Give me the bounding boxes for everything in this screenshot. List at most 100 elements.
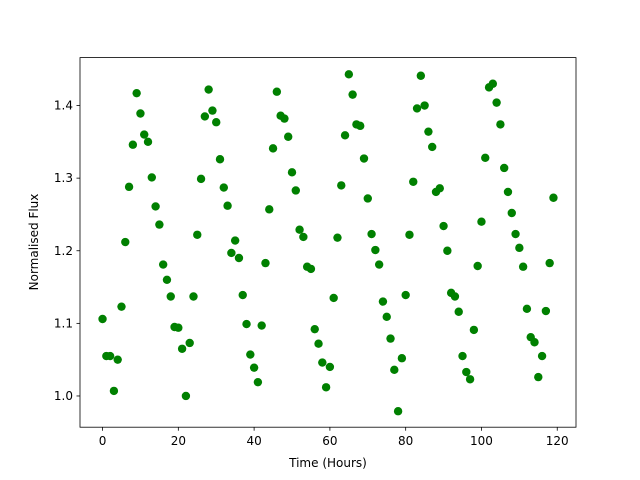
point [117,302,126,311]
point [318,358,327,367]
point [545,258,554,268]
point [499,163,509,173]
point [409,177,418,186]
point [314,339,323,348]
point [549,193,558,202]
plot-frame [79,57,577,428]
point [393,407,403,416]
point [253,377,263,387]
point [462,367,471,377]
point [193,230,202,239]
point [321,383,331,392]
point [473,261,482,271]
point [534,372,543,382]
point [503,187,513,197]
point [223,201,232,210]
point [496,120,505,129]
y-tick-label: 1.0 [54,389,73,403]
x-tick-label: 100 [470,434,493,448]
y-tick-label: 1.4 [54,99,73,113]
point [511,229,520,239]
point [371,245,380,255]
point [344,70,354,79]
point [329,293,338,303]
point [397,354,407,363]
point [488,79,498,88]
point [337,181,346,190]
point [465,375,475,384]
point [306,264,316,274]
point [181,391,191,401]
point [386,334,395,343]
point [450,292,460,301]
point [522,304,532,314]
x-tick-label: 120 [546,434,569,448]
y-tick-label: 1.1 [54,316,73,330]
point [189,292,198,301]
point [280,114,289,123]
point [121,237,130,247]
point [428,142,437,152]
point [147,173,157,182]
x-tick-label: 0 [99,434,107,448]
point [177,344,187,353]
point [200,112,210,121]
y-tick-label: 1.3 [54,171,73,185]
point [537,351,547,361]
point [174,323,183,332]
x-tick-label: 20 [171,434,186,448]
point [272,87,282,96]
point [492,98,501,107]
point [208,106,217,115]
point [295,225,304,234]
x-axis-label: Time (Hours) [288,456,367,470]
point [234,253,244,263]
y-axis-label: Normalised Flux [27,194,41,291]
point [249,363,259,372]
point [348,90,357,99]
point [412,104,422,113]
y-tick-label: 1.2 [54,244,73,258]
point [132,88,141,98]
point [284,132,293,141]
point [325,362,335,372]
point [219,183,228,192]
point [204,85,213,94]
point [374,260,384,269]
point [515,243,524,253]
point [359,154,369,163]
point [458,351,467,361]
point [109,386,119,396]
point [477,217,486,226]
point [124,182,134,192]
point [265,205,274,214]
point [261,258,270,268]
point [469,325,479,335]
point [382,312,391,322]
point [268,144,278,153]
point [155,220,164,229]
point [424,127,433,136]
point [443,246,452,255]
point [143,137,153,147]
point [405,230,414,239]
point [246,350,255,359]
point [238,290,247,300]
point [401,290,410,300]
point [128,140,138,149]
point [378,297,388,306]
point [105,351,115,361]
point [541,306,551,316]
point [140,130,149,139]
point [439,221,448,231]
point [363,194,372,203]
point [530,338,539,347]
point [287,168,297,177]
point [166,292,175,301]
point [227,248,236,258]
point [242,319,251,329]
point [416,71,426,80]
point [507,208,516,218]
point [215,155,225,164]
